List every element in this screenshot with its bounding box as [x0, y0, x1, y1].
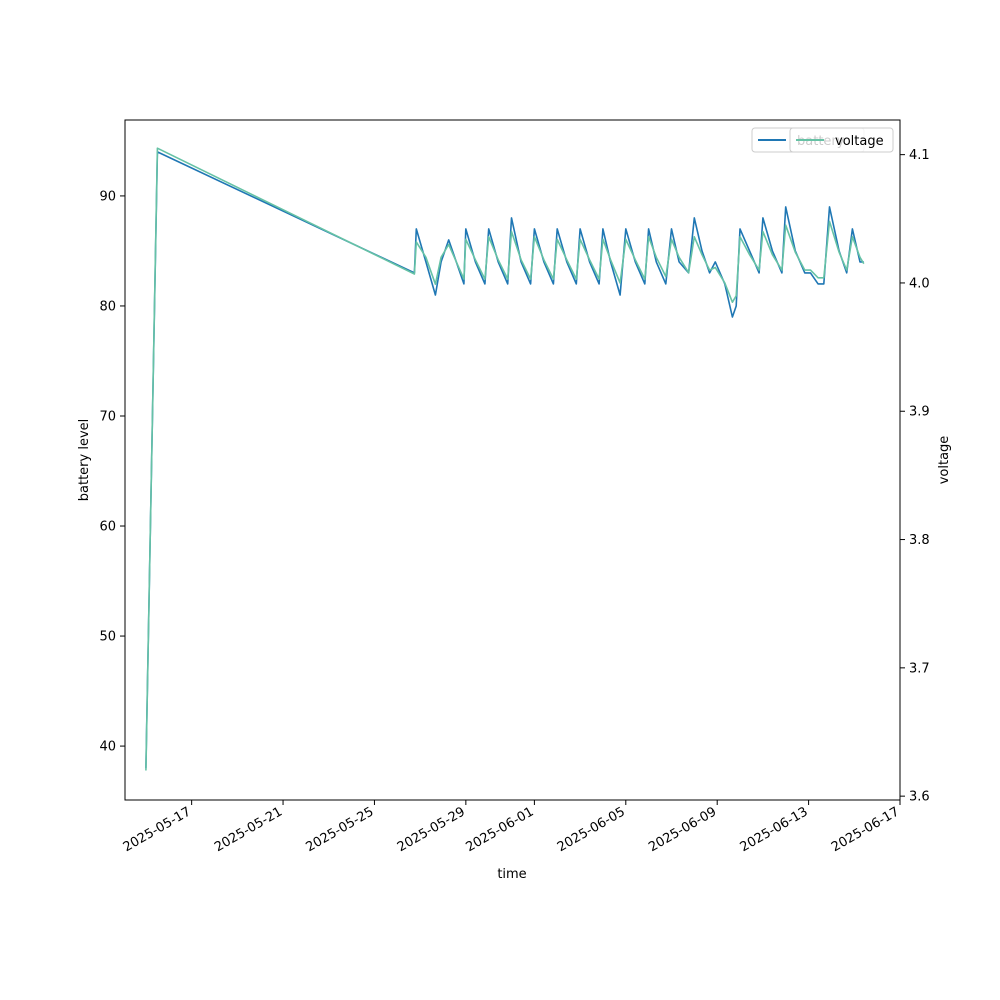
y-axis-label-left: battery level: [77, 419, 92, 502]
series-layer: [145, 147, 865, 771]
y-tick-label-right: 3.9: [909, 405, 930, 420]
legend-voltage: voltage: [789, 127, 894, 153]
y-tick-label-left: 80: [99, 299, 116, 314]
y-tick-label-left: 40: [99, 740, 116, 755]
plot-frame: [124, 119, 901, 801]
series-line-0: [145, 151, 864, 769]
x-axis-label: time: [497, 867, 526, 882]
y-axis-left: 40 50 60 70 80 90: [99, 189, 125, 755]
series-line-1: [145, 147, 865, 771]
y-tick-label-left: 60: [99, 520, 116, 535]
y-tick-label-right: 3.7: [909, 661, 930, 676]
y-tick-label-right: 3.8: [909, 533, 930, 548]
legend-voltage-label: voltage: [835, 134, 884, 149]
y-axis-right: 3.6 3.7 3.8 3.9 4.0 4.1: [900, 148, 930, 805]
legend-voltage-box: [789, 127, 894, 153]
y-tick-label-left: 90: [99, 189, 116, 204]
y-axis-label-right: voltage: [937, 436, 952, 485]
y-tick-label-right: 3.6: [909, 790, 930, 805]
y-tick-label-right: 4.1: [909, 148, 930, 163]
y-tick-label-left: 70: [99, 409, 116, 424]
y-tick-label-right: 4.0: [909, 276, 930, 291]
y-tick-label-left: 50: [99, 630, 116, 645]
